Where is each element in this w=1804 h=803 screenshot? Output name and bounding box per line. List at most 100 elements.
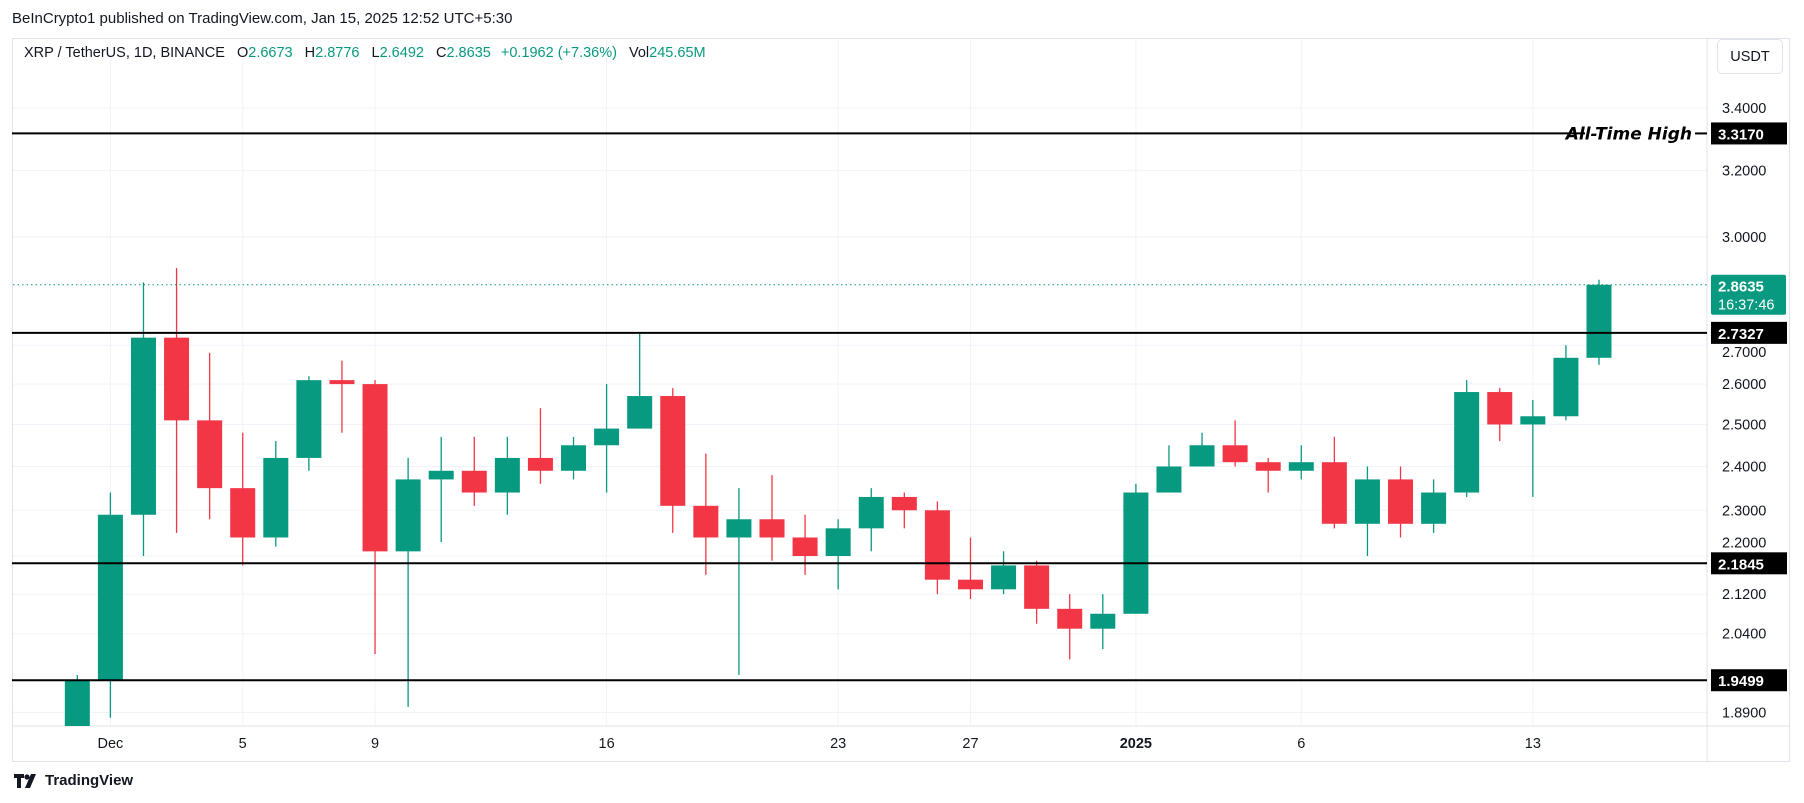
symbol-title[interactable]: XRP / TetherUS, 1D, BINANCE xyxy=(24,45,225,61)
candle-2024-12-01 xyxy=(97,492,123,718)
candle-2025-01-05 xyxy=(1255,457,1281,493)
price-label-box xyxy=(1711,321,1787,344)
candle-body xyxy=(759,519,785,538)
x-tick-label: Dec xyxy=(98,736,124,752)
candle-2024-12-26 xyxy=(924,501,950,595)
y-tick-label: 3.0000 xyxy=(1722,230,1766,246)
close-label: C xyxy=(435,45,447,61)
candle-2025-01-11 xyxy=(1454,380,1480,497)
x-tick-label: 23 xyxy=(830,736,846,752)
y-tick-label: 2.7000 xyxy=(1722,345,1766,361)
candle-2024-12-20 xyxy=(726,488,752,675)
volume-value: 245.65M xyxy=(649,45,706,61)
candle-body xyxy=(230,488,256,538)
candle-body xyxy=(1090,613,1116,629)
candle-2024-12-16 xyxy=(594,384,620,493)
candle-2024-12-08 xyxy=(329,360,355,433)
x-tick-label: 5 xyxy=(239,736,247,752)
candle-body xyxy=(1321,462,1347,524)
candle-2025-01-03 xyxy=(1189,432,1215,467)
last-price-label: 2.8635 xyxy=(1718,279,1764,296)
candle-body xyxy=(726,519,752,538)
candle-2024-12-27 xyxy=(957,537,983,600)
candle-2024-12-06 xyxy=(263,441,289,547)
price-label-box xyxy=(1711,669,1787,692)
candle-2024-12-24 xyxy=(858,488,884,552)
candle-body xyxy=(627,396,653,429)
candle-body xyxy=(197,420,223,489)
x-tick-label: 27 xyxy=(962,736,978,752)
candle-2025-01-08 xyxy=(1354,466,1380,557)
price-label: 1.9499 xyxy=(1718,673,1764,690)
y-tick-label: 3.2000 xyxy=(1722,163,1766,179)
candle-2025-01-07 xyxy=(1321,436,1347,529)
candle-body xyxy=(1123,492,1149,614)
candle-2024-12-05 xyxy=(230,432,256,566)
y-tick-label: 2.6000 xyxy=(1722,377,1766,393)
tradingview-brand: TradingView xyxy=(45,772,134,789)
candle-2025-01-01 xyxy=(1123,483,1149,614)
candle-body xyxy=(825,528,851,557)
candle-2025-01-04 xyxy=(1222,420,1248,467)
candle-2024-12-02 xyxy=(130,282,156,557)
candle-2024-12-31 xyxy=(1090,594,1116,649)
candle-body xyxy=(494,457,520,493)
high-label: H xyxy=(304,45,316,61)
change-value: +0.1962 (+7.36%) xyxy=(500,45,617,61)
candle-body xyxy=(1388,479,1414,524)
ohlc-legend: XRP / TetherUS, 1D, BINANCE O2.6673 H2.8… xyxy=(24,45,706,61)
x-tick-label: 2025 xyxy=(1120,736,1152,752)
chart-frame xyxy=(12,38,1790,762)
price-label-box xyxy=(1711,552,1787,575)
candle-2024-12-03 xyxy=(164,268,190,533)
y-tick-label: 2.0400 xyxy=(1722,627,1766,643)
published-caption: BeInCrypto1 published on TradingView.com… xyxy=(12,10,513,27)
candle-2024-12-11 xyxy=(428,436,454,543)
candle-2024-12-19 xyxy=(693,453,719,575)
x-tick-label: 9 xyxy=(371,736,379,752)
candle-2025-01-10 xyxy=(1421,479,1447,533)
candle-2024-12-14 xyxy=(527,408,553,484)
high-value: 2.8776 xyxy=(315,45,360,61)
candle-body xyxy=(1454,392,1480,493)
candle-body xyxy=(1024,565,1050,609)
candle-body xyxy=(594,428,620,446)
tradingview-logo-icon xyxy=(14,773,36,788)
candle-body xyxy=(924,510,950,580)
y-tick-label: 2.2000 xyxy=(1722,535,1766,551)
candle-body xyxy=(1354,479,1380,524)
candle-2025-01-13 xyxy=(1520,400,1546,497)
candle-body xyxy=(693,505,719,538)
candle-body xyxy=(1222,445,1248,463)
candle-2024-12-29 xyxy=(1024,560,1050,624)
price-label-box xyxy=(1711,122,1787,145)
x-tick-label: 6 xyxy=(1297,736,1305,752)
candle-2025-01-12 xyxy=(1487,388,1513,442)
candle-body xyxy=(296,380,322,458)
y-tick-label: 2.3000 xyxy=(1722,503,1766,519)
candle-body xyxy=(957,579,983,590)
candle-body xyxy=(97,514,123,681)
candle-body xyxy=(64,680,90,726)
candle-body xyxy=(660,396,686,506)
candle-body xyxy=(561,445,587,471)
candle-body xyxy=(461,470,487,493)
y-tick-label: 2.1200 xyxy=(1722,587,1766,603)
candle-body xyxy=(362,384,388,552)
y-tick-label: 3.4000 xyxy=(1722,101,1766,117)
candle-body xyxy=(858,496,884,529)
candle-body xyxy=(1520,416,1546,425)
candle-2024-12-10 xyxy=(395,457,421,707)
candle-2024-12-28 xyxy=(991,551,1017,595)
price-label: 2.1845 xyxy=(1718,556,1764,573)
candle-body xyxy=(1487,392,1513,425)
candle-2024-12-15 xyxy=(561,436,587,480)
bar-countdown-label: 16:37:46 xyxy=(1718,298,1774,314)
candle-2025-01-06 xyxy=(1288,445,1314,480)
candle-2025-01-02 xyxy=(1156,445,1182,493)
price-label: 3.3170 xyxy=(1718,126,1764,143)
tradingview-logo[interactable]: TradingView xyxy=(14,772,133,789)
candle-2024-12-04 xyxy=(197,352,223,520)
currency-button[interactable]: USDT xyxy=(1717,39,1783,74)
